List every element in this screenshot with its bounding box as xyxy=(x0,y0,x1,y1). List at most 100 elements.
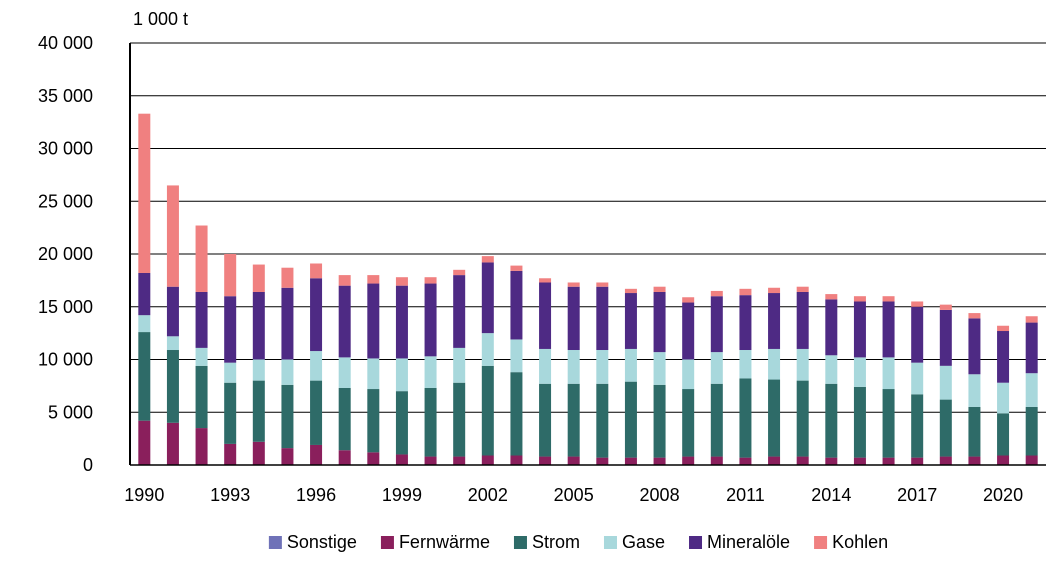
bar-segment-gase xyxy=(166,336,179,351)
bar-segment-strom xyxy=(395,391,408,455)
bar-segment-kohlen xyxy=(252,264,265,292)
x-axis-tick-labels: 1990 1993 1996 1999 2002 2005 2008 2011 2014 2017… xyxy=(124,485,1023,505)
bar-segment-mineralöle xyxy=(768,293,781,349)
bar-segment-mineralöle xyxy=(395,285,408,359)
bar-segment-mineralöle xyxy=(453,275,466,348)
bar-stack-2011 xyxy=(739,288,752,465)
y-tick-label: 40 000 xyxy=(38,33,93,53)
bar-segment-mineralöle xyxy=(539,282,552,349)
bar-segment-fernwärme xyxy=(768,456,781,465)
bar-segment-kohlen xyxy=(539,278,552,283)
bar-segment-mineralöle xyxy=(510,270,523,340)
legend-item-sonstige: Sonstige xyxy=(268,532,357,552)
bar-segment-strom xyxy=(997,413,1010,456)
bar-segment-mineralöle xyxy=(825,299,838,356)
bar-segment-mineralöle xyxy=(338,285,351,358)
bar-segment-kohlen xyxy=(367,275,380,284)
bar-segment-strom xyxy=(710,383,723,457)
bar-segment-gase xyxy=(968,374,981,407)
legend-label: Kohlen xyxy=(832,532,888,552)
bars xyxy=(138,113,1038,465)
bar-segment-gase xyxy=(395,358,408,392)
bar-stack-1995 xyxy=(281,267,294,465)
gridlines xyxy=(130,42,1046,413)
bar-segment-gase xyxy=(195,347,208,366)
bar-stack-1998 xyxy=(367,275,380,465)
bar-segment-gase xyxy=(453,347,466,383)
y-tick-label: 25 000 xyxy=(38,191,93,211)
bar-stack-1996 xyxy=(310,263,323,465)
bar-segment-fernwärme xyxy=(252,441,265,465)
bar-segment-gase xyxy=(939,365,952,400)
bar-stack-2020 xyxy=(997,325,1010,465)
x-tick-label: 2005 xyxy=(554,485,594,505)
bar-stack-2019 xyxy=(968,313,981,465)
bar-segment-mineralöle xyxy=(968,318,981,375)
bar-segment-fernwärme xyxy=(395,454,408,465)
bar-segment-gase xyxy=(825,355,838,384)
x-tick-label: 1999 xyxy=(382,485,422,505)
legend-item-strom: Strom xyxy=(513,532,580,552)
legend-swatch xyxy=(513,536,527,549)
legend-item-kohlen: Kohlen xyxy=(814,532,888,552)
bar-segment-kohlen xyxy=(281,267,294,288)
bar-segment-kohlen xyxy=(796,286,809,292)
bar-segment-fernwärme xyxy=(310,444,323,465)
y-tick-label: 35 000 xyxy=(38,86,93,106)
bar-segment-gase xyxy=(997,382,1010,414)
bar-stack-2003 xyxy=(510,265,523,465)
bar-segment-kohlen xyxy=(310,263,323,279)
bar-segment-strom xyxy=(367,389,380,453)
legend-label: Gase xyxy=(622,532,665,552)
bar-segment-fernwärme xyxy=(539,456,552,465)
bar-stack-2008 xyxy=(653,286,666,465)
bar-segment-fernwärme xyxy=(166,422,179,465)
bar-segment-kohlen xyxy=(395,277,408,286)
legend-swatch xyxy=(603,536,617,549)
x-tick-label: 2020 xyxy=(983,485,1023,505)
bar-segment-fernwärme xyxy=(338,450,351,465)
bar-segment-fernwärme xyxy=(739,457,752,465)
bar-segment-gase xyxy=(596,350,609,384)
bar-segment-mineralöle xyxy=(710,296,723,353)
bar-segment-mineralöle xyxy=(166,286,179,337)
bar-segment-gase xyxy=(653,352,666,385)
bar-stack-2016 xyxy=(882,296,895,465)
legend-label: Strom xyxy=(532,532,580,552)
bar-segment-strom xyxy=(195,365,208,429)
x-tick-label: 2014 xyxy=(811,485,851,505)
bar-segment-strom xyxy=(653,384,666,458)
bar-segment-mineralöle xyxy=(567,286,580,351)
bar-segment-strom xyxy=(1025,406,1038,456)
bar-segment-fernwärme xyxy=(367,452,380,465)
x-tick-label: 2002 xyxy=(468,485,508,505)
bar-stack-2014 xyxy=(825,294,838,465)
bar-segment-fernwärme xyxy=(453,456,466,465)
bar-segment-strom xyxy=(424,387,437,457)
bar-segment-gase xyxy=(682,359,695,390)
bar-stack-1992 xyxy=(195,225,208,465)
bar-segment-kohlen xyxy=(997,325,1010,332)
bar-segment-kohlen xyxy=(939,304,952,310)
bar-segment-gase xyxy=(539,348,552,384)
bar-segment-gase xyxy=(882,357,895,390)
legend-swatch xyxy=(689,536,703,549)
bar-stack-1993 xyxy=(224,254,237,465)
bar-segment-gase xyxy=(1025,373,1038,407)
legend-item-gase: Gase xyxy=(603,532,665,552)
bar-segment-kohlen xyxy=(1025,316,1038,323)
bar-segment-strom xyxy=(138,332,151,421)
legend-label: Mineralöle xyxy=(707,532,790,552)
bar-segment-kohlen xyxy=(481,256,494,263)
bar-segment-fernwärme xyxy=(997,455,1010,465)
legend-swatch xyxy=(268,536,282,549)
bar-segment-mineralöle xyxy=(481,262,494,334)
bar-segment-mineralöle xyxy=(424,283,437,357)
bar-segment-mineralöle xyxy=(310,278,323,352)
bar-segment-gase xyxy=(911,362,924,395)
bar-segment-mineralöle xyxy=(1025,322,1038,374)
bar-segment-gase xyxy=(624,348,637,382)
bar-segment-fernwärme xyxy=(653,457,666,465)
legend: Sonstige Fernwärme Strom Gase Mineralöle Kohl… xyxy=(268,532,888,552)
